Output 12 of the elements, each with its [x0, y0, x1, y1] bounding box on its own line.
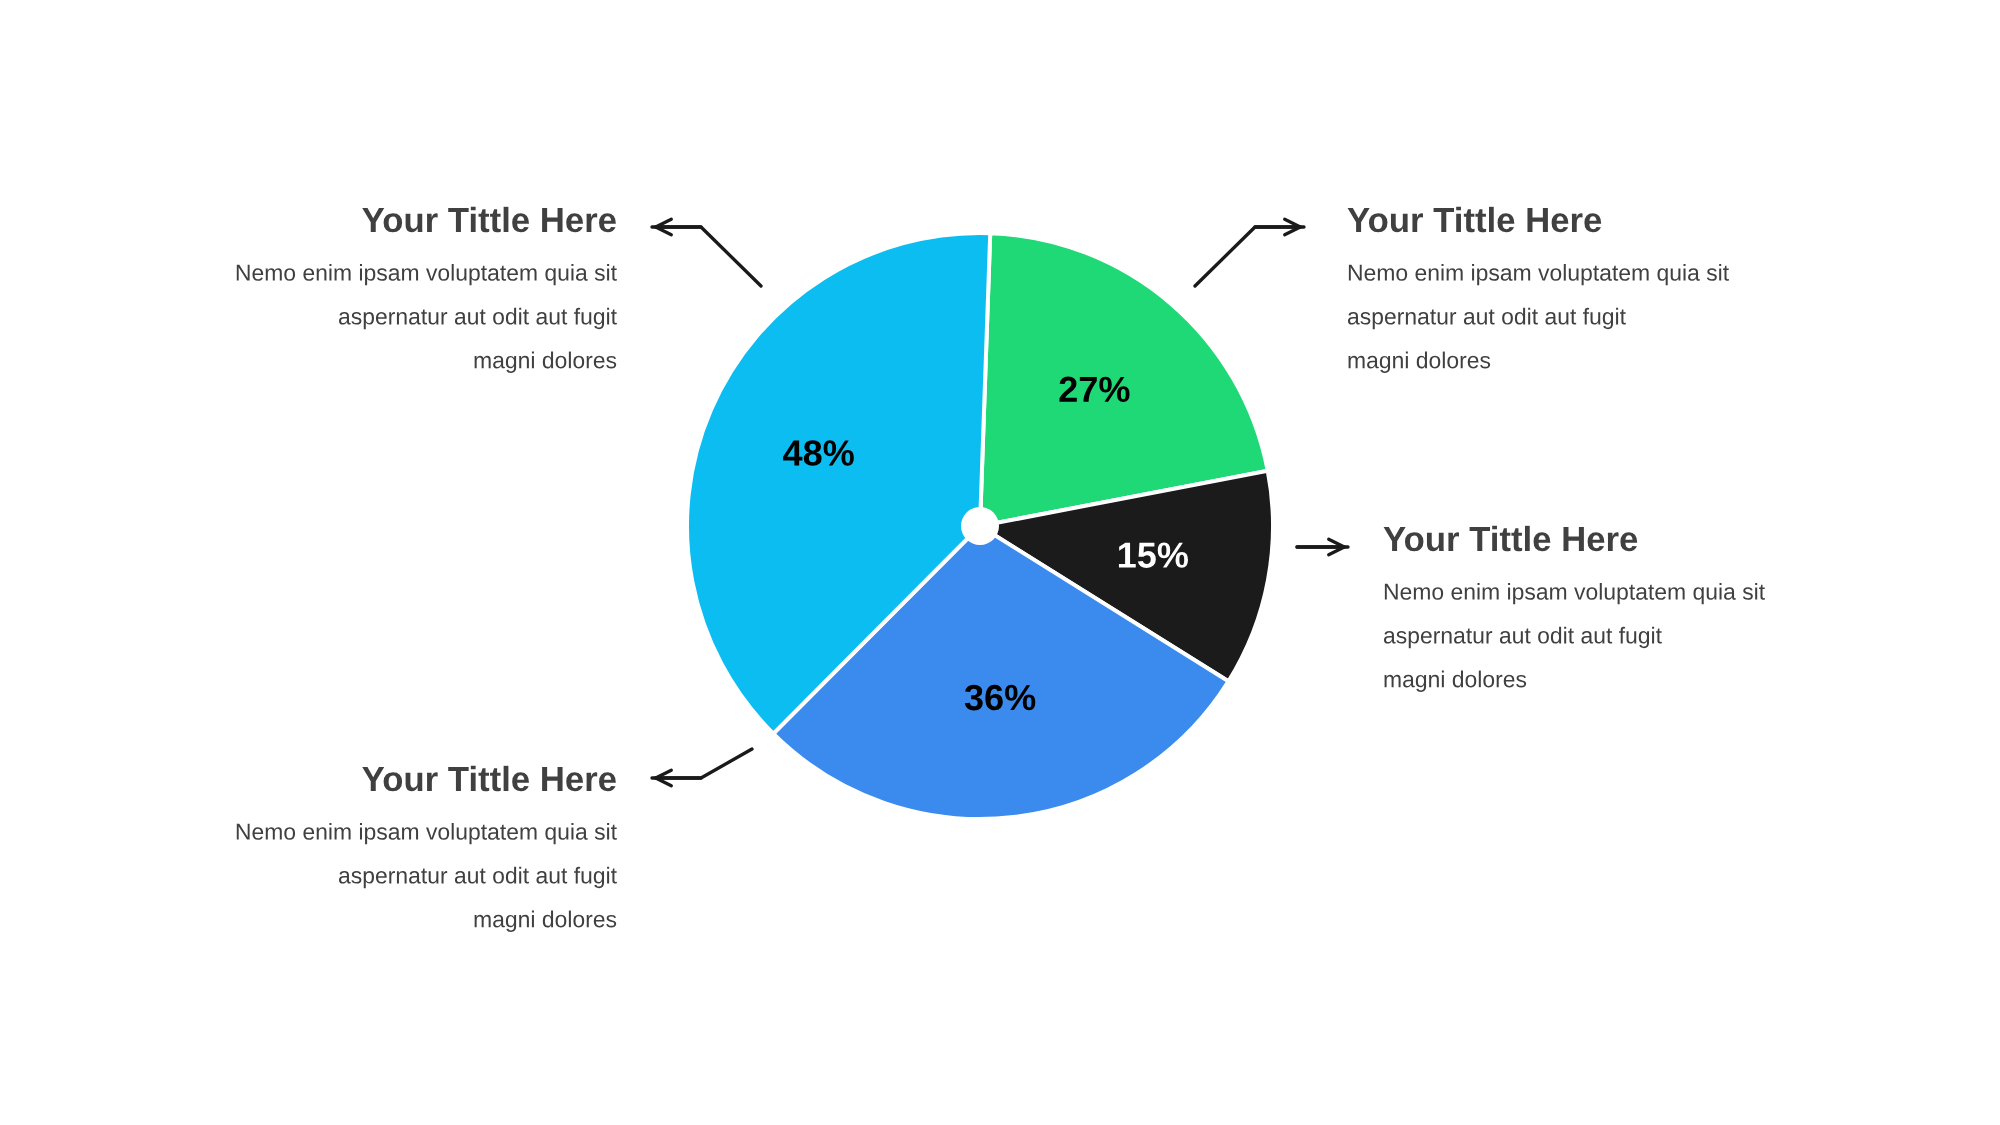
data-label: 36% — [964, 684, 1036, 711]
text: Nemo enim ipsam voluptatem quia sit aspernatur aut odit aut fugit magni dolores — [1383, 583, 1765, 692]
text: Nemo enim ipsam voluptatem quia sit aspernatur aut odit aut fugit magni dolores — [236, 823, 617, 932]
legend-label: Your Tittle Here — [1383, 525, 1638, 552]
slice-label: Your Tittle Here — [1347, 206, 1602, 233]
data-label: 48% — [783, 440, 854, 466]
data-label: 15% — [1118, 542, 1188, 568]
slice-label: Your Tittle Here — [362, 206, 616, 233]
slice-label: Your Tittle Here — [362, 765, 616, 792]
text: Nemo enim ipsam voluptatem quia sit aspernatur aut odit aut fugit magni dolores — [1347, 264, 1729, 373]
data-label: 27% — [1059, 376, 1130, 403]
text: Nemo enim ipsam voluptatem quia sit aspernatur aut odit aut fugit magni dolores — [236, 264, 617, 373]
